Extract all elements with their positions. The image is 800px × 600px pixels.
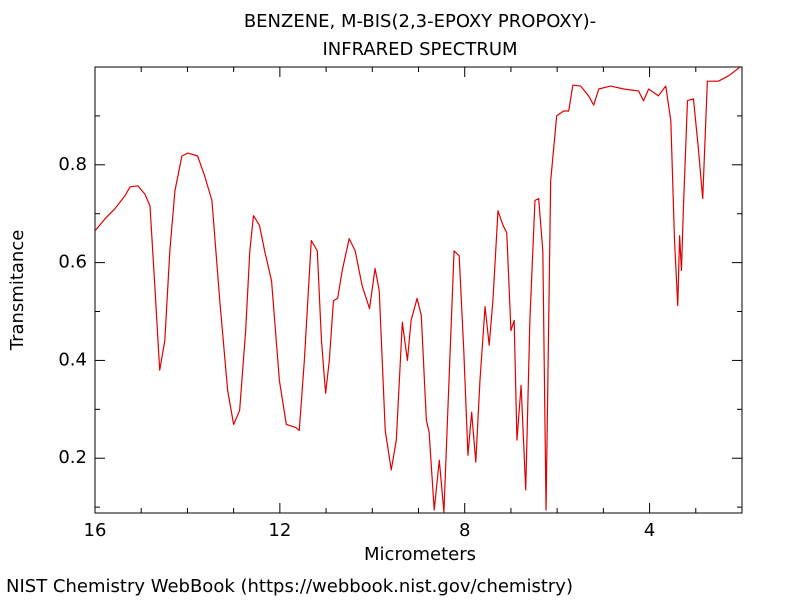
x-tick-label: 4 xyxy=(644,520,655,541)
x-axis-label: Micrometers xyxy=(364,544,476,565)
y-tick-label: 0.6 xyxy=(58,252,87,273)
x-tick-label: 12 xyxy=(268,520,291,541)
y-tick-label: 0.4 xyxy=(58,349,87,370)
spectrum-line xyxy=(95,67,741,513)
plot-frame xyxy=(94,66,743,514)
x-tick-label: 16 xyxy=(84,520,107,541)
y-axis-label: Transmitance xyxy=(7,230,28,352)
chart-title: BENZENE, M-BIS(2,3-EPOXY PROPOXY)- xyxy=(244,11,596,32)
chart-subtitle: INFRARED SPECTRUM xyxy=(322,39,517,60)
x-tick-label: 8 xyxy=(459,520,470,541)
y-tick-label: 0.2 xyxy=(58,447,87,468)
y-tick-label: 0.8 xyxy=(58,154,87,175)
footer: NIST Chemistry WebBook (https://webbook.… xyxy=(6,576,573,597)
